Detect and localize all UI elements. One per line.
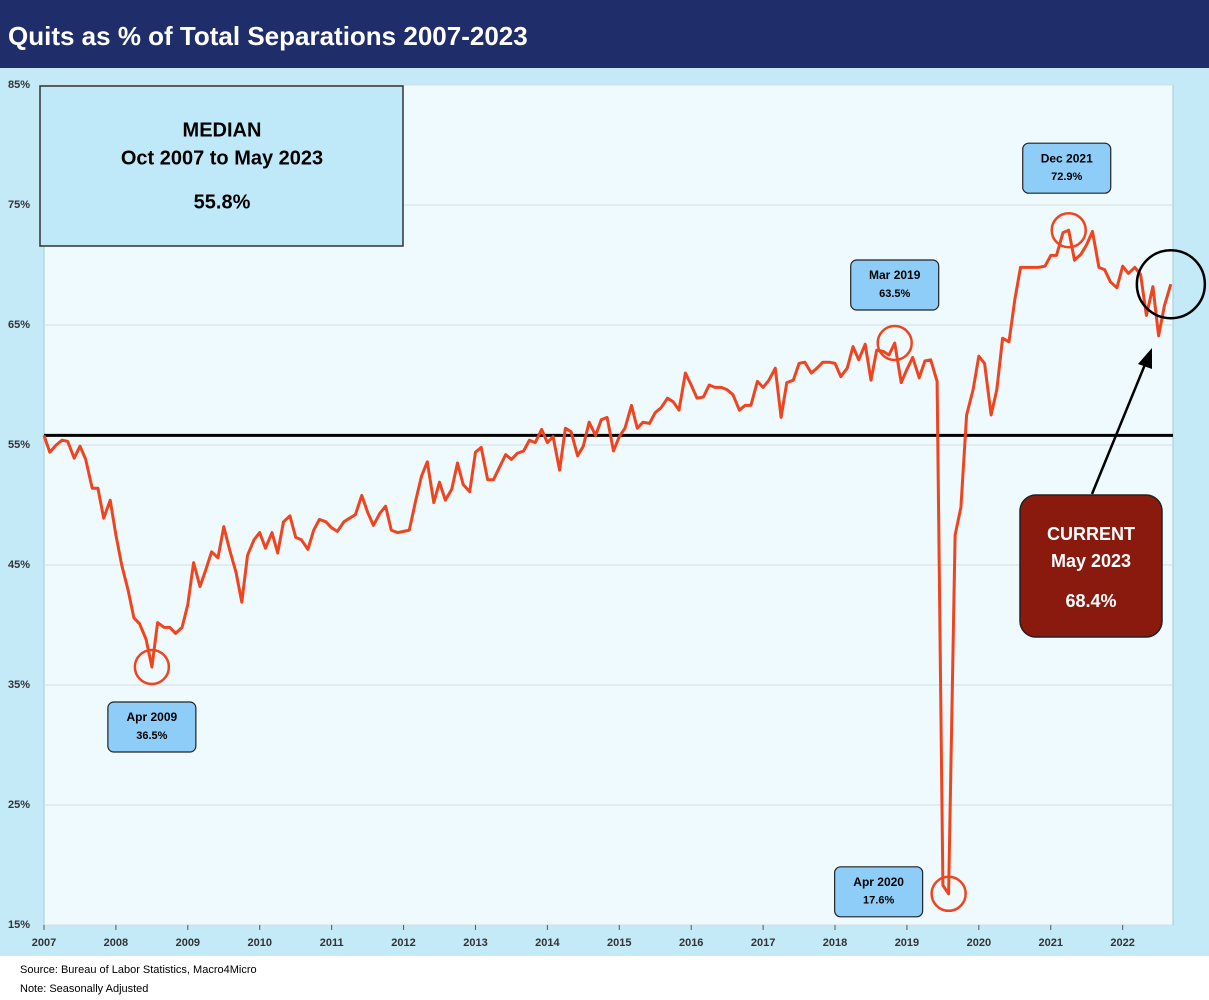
current-value: 68.4% (1065, 591, 1116, 611)
callout-circle (876, 324, 913, 362)
median-label: 55.8% (194, 191, 251, 213)
note: Note: Seasonally Adjusted (20, 983, 148, 995)
x-tick-label: 2015 (607, 937, 631, 949)
x-tick-label: 2019 (895, 937, 919, 949)
median-title: MEDIAN (183, 119, 262, 141)
current-arrowhead (1138, 348, 1152, 369)
x-tick-label: 2020 (967, 937, 991, 949)
callout-value: 17.6% (863, 895, 894, 907)
x-tick-label: 2022 (1110, 937, 1134, 949)
callout-box (1022, 142, 1112, 194)
callout-box (834, 866, 924, 918)
x-tick-label: 2017 (751, 937, 775, 949)
callout-label: Mar 2019 (869, 268, 921, 282)
current-arrow (1090, 361, 1148, 495)
y-tick-label: 35% (8, 679, 30, 691)
x-tick-label: 2008 (104, 937, 128, 949)
x-tick-label: 2011 (320, 937, 344, 949)
callout-box (850, 259, 940, 311)
callout-value: 72.9% (1051, 171, 1082, 183)
median-period: Oct 2007 to May 2023 (121, 147, 323, 169)
callout-label: Dec 2021 (1041, 151, 1093, 165)
x-tick-label: 2007 (32, 937, 56, 949)
callout-circle (1050, 211, 1087, 249)
title-bar (0, 0, 1209, 68)
y-tick-label: 65% (8, 319, 30, 331)
median-box (39, 85, 404, 247)
callout-label: Apr 2009 (127, 710, 178, 724)
current-title: CURRENT (1047, 524, 1135, 544)
x-tick-label: 2016 (679, 937, 703, 949)
data-line (42, 228, 1173, 896)
y-tick-label: 45% (8, 559, 30, 571)
x-tick-label: 2014 (535, 937, 560, 949)
callout-circle (930, 875, 967, 913)
x-tick-label: 2009 (176, 937, 200, 949)
x-tick-label: 2010 (247, 937, 271, 949)
y-tick-label: 25% (8, 799, 30, 811)
callout-box (107, 701, 197, 753)
y-tick-label: 85% (8, 79, 30, 91)
y-tick-label: 55% (8, 439, 30, 451)
x-tick-label: 2013 (463, 937, 487, 949)
y-tick-label: 75% (8, 199, 30, 211)
callout-value: 63.5% (879, 288, 910, 300)
callout-value: 36.5% (136, 730, 167, 742)
x-tick-label: 2018 (823, 937, 847, 949)
callout-label: Apr 2020 (853, 875, 904, 889)
x-tick-label: 2021 (1039, 937, 1063, 949)
y-tick-label: 15% (8, 919, 30, 931)
current-label: May 2023 (1051, 551, 1131, 571)
source: Source: Bureau of Labor Statistics, Macr… (20, 964, 257, 976)
callout-circle (133, 648, 171, 686)
current-circle (1135, 248, 1207, 320)
current-box (1019, 494, 1163, 638)
chart-title: Quits as % of Total Separations 2007-202… (8, 21, 528, 51)
x-tick-label: 2012 (391, 937, 415, 949)
